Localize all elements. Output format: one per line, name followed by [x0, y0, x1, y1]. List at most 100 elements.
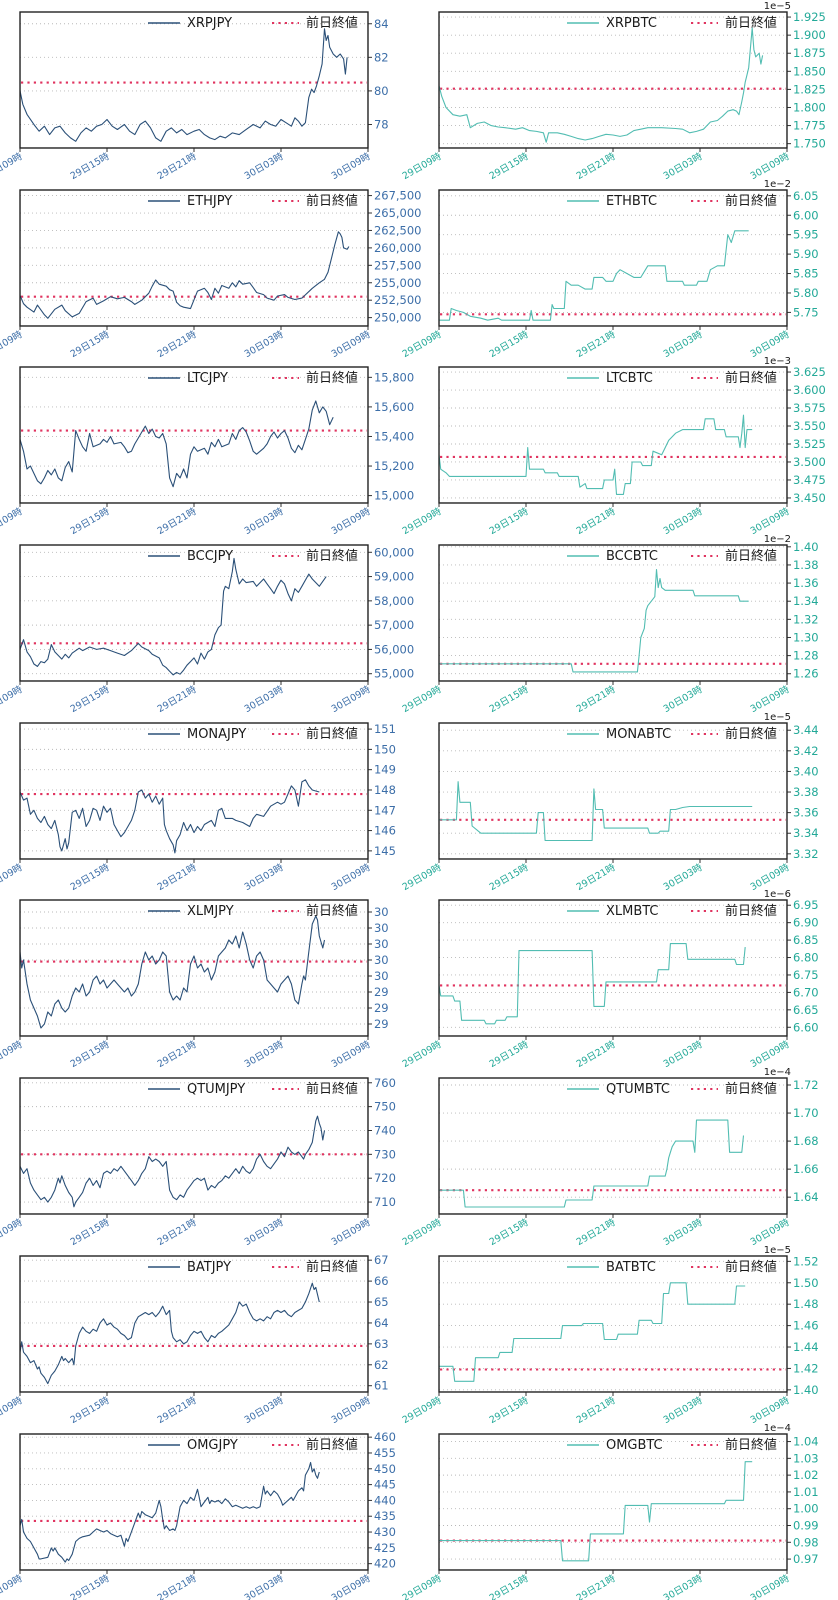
y-tick-label: 1.40	[793, 540, 819, 554]
y-tick-label: 1.64	[793, 1190, 819, 1204]
plot-border	[438, 1255, 788, 1393]
legend-series-label: BCCJPY	[187, 549, 233, 564]
chart-svg-ltcbtc: 3.625 3.600 3.575 3.550 3.525 3.500 3.475 3.450…	[401, 356, 826, 537]
legend-prev-label: 前日終値	[306, 370, 358, 386]
plot-border	[438, 544, 788, 682]
legend-prev-label: 前日終値	[306, 1081, 358, 1097]
y-tick-label: 6.85	[793, 934, 819, 948]
axis-exponent-label: 1e−5	[764, 1, 791, 12]
y-tick-label: 1.40	[793, 1383, 819, 1397]
y-tick-label: 6.65	[793, 1003, 819, 1017]
y-tick-label: 59,000	[374, 570, 414, 584]
chart-panel-xrpjpy: 84 82 80 78 29日09時 29日15時 29日21時 30日03時 30日09時 XR…	[0, 0, 419, 182]
legend-series-label: XRPBTC	[606, 16, 657, 31]
legend-series-label: ETHJPY	[187, 194, 232, 209]
legend-prev-label: 前日終値	[306, 548, 358, 564]
plot-border	[438, 899, 788, 1038]
y-tick-label: 1.50	[793, 1276, 819, 1290]
y-tick-label: 82	[374, 50, 389, 64]
axis-exponent-label: 1e−5	[764, 712, 791, 723]
y-tick-label: 1.775	[793, 119, 826, 133]
legend-prev-label: 前日終値	[306, 193, 358, 209]
y-tick-label: 260,000	[374, 241, 422, 255]
y-tick-label: 445	[374, 1477, 396, 1491]
y-tick-label: 5.75	[793, 305, 819, 319]
plot-border	[438, 366, 788, 505]
y-tick-label: 1.28	[793, 649, 819, 663]
y-tick-label: 3.450	[793, 491, 826, 505]
x-tick-label: 29日09時	[0, 1572, 25, 1600]
y-tick-label: 3.44	[793, 723, 819, 737]
legend-series-label: XLMJPY	[187, 904, 234, 919]
legend-prev-label: 前日終値	[306, 903, 358, 919]
plot-border	[19, 722, 369, 860]
y-tick-label: 1.875	[793, 46, 826, 60]
x-tick-label: 30日03時	[662, 1572, 705, 1600]
y-tick-label: 6.00	[793, 208, 819, 222]
y-tick-label: 1.68	[793, 1134, 819, 1148]
legend-prev-label: 前日終値	[725, 15, 777, 31]
plot-border	[19, 544, 369, 682]
legend-prev-label: 前日終値	[306, 726, 358, 742]
x-tick-label: 29日21時	[156, 1572, 199, 1600]
y-tick-label: 67	[374, 1253, 389, 1267]
chart-panel-batbtc: 1.52 1.50 1.48 1.46 1.44 1.42 1.40 29日09時 29日15時…	[401, 1244, 838, 1426]
y-tick-label: 63	[374, 1337, 389, 1351]
legend-prev-label: 前日終値	[725, 1081, 777, 1097]
legend-prev-label: 前日終値	[725, 903, 777, 919]
legend-prev-label: 前日終値	[306, 1259, 358, 1275]
price-line	[439, 780, 753, 841]
y-tick-label: 61	[374, 1379, 389, 1393]
chart-panel-qtumjpy: 760 750 740 730 720 710 29日09時 29日15時 29日21時 30日0…	[0, 1066, 419, 1248]
y-tick-label: 1.03	[793, 1451, 819, 1465]
y-tick-label: 1.42	[793, 1361, 819, 1375]
legend-prev-label: 前日終値	[725, 1259, 777, 1275]
y-tick-label: 1.34	[793, 594, 819, 608]
legend-prev-label: 前日終値	[306, 1436, 358, 1452]
y-tick-label: 1.850	[793, 64, 826, 78]
legend-series-label: XRPJPY	[187, 16, 232, 31]
y-tick-label: 57,000	[374, 618, 414, 632]
y-tick-label: 30	[374, 969, 389, 983]
price-line	[19, 557, 327, 676]
y-tick-label: 6.80	[793, 951, 819, 965]
price-line	[439, 1460, 753, 1561]
plot-border	[19, 1077, 369, 1215]
chart-panel-ltcbtc: 3.625 3.600 3.575 3.550 3.525 3.500 3.475 3.450…	[401, 355, 838, 537]
y-tick-label: 3.42	[793, 744, 819, 758]
y-tick-label: 6.75	[793, 968, 819, 982]
plot-border	[438, 1432, 788, 1571]
y-tick-label: 15,800	[374, 371, 414, 385]
x-tick-label: 30日09時	[330, 1572, 373, 1600]
legend-series-label: QTUMJPY	[187, 1082, 245, 1097]
price-line	[19, 1282, 320, 1384]
y-tick-label: 3.525	[793, 437, 826, 451]
y-tick-label: 1.38	[793, 558, 819, 572]
y-tick-label: 1.52	[793, 1254, 819, 1268]
price-line	[439, 1119, 745, 1208]
axis-exponent-label: 1e−5	[764, 1245, 791, 1256]
y-tick-label: 6.05	[793, 189, 819, 203]
y-tick-label: 435	[374, 1509, 396, 1523]
y-tick-label: 1.46	[793, 1318, 819, 1332]
y-tick-label: 760	[374, 1076, 396, 1090]
y-tick-label: 1.26	[793, 667, 819, 681]
y-tick-label: 720	[374, 1171, 396, 1185]
legend-series-label: LTCBTC	[606, 371, 653, 386]
y-tick-label: 30	[374, 937, 389, 951]
y-tick-label: 62	[374, 1358, 389, 1372]
y-tick-label: 6.90	[793, 916, 819, 930]
y-tick-label: 3.500	[793, 455, 826, 469]
y-tick-label: 1.66	[793, 1162, 819, 1176]
y-tick-label: 3.600	[793, 383, 826, 397]
legend-series-label: XLMBTC	[606, 904, 658, 919]
